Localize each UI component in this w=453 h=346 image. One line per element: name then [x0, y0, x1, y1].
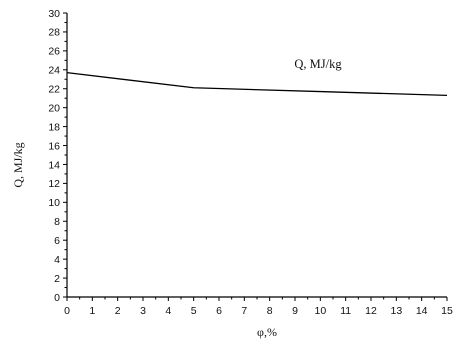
y-tick-label-4: 8 [54, 216, 60, 228]
y-tick-label-15: 30 [48, 8, 60, 20]
x-tick-label-13: 13 [390, 305, 402, 317]
y-tick-label-3: 6 [54, 235, 60, 247]
y-tick-label-10: 20 [48, 102, 60, 114]
ticks-layer: 0 1 2 3 4 5 6 7 8 9 10 11 12 13 14 15024681012141618202… [48, 8, 453, 317]
y-tick-label-7: 14 [48, 159, 60, 171]
x-tick-label-2: 2 [115, 305, 121, 317]
x-tick-label-4: 4 [165, 305, 171, 317]
y-tick-label-8: 16 [48, 140, 60, 152]
series-line-0 [66, 71, 448, 97]
x-tick-label-10: 10 [314, 305, 326, 317]
x-tick-label-6: 6 [216, 305, 222, 317]
x-tick-label-8: 8 [267, 305, 273, 317]
y-tick-label-5: 10 [48, 197, 60, 209]
x-axis-label: φ,% [257, 325, 277, 339]
x-tick-label-11: 11 [340, 305, 351, 317]
x-tick-label-15: 15 [441, 305, 453, 317]
x-tick-label-3: 3 [140, 305, 146, 317]
x-tick-label-5: 5 [191, 305, 197, 317]
y-tick-label-1: 2 [54, 273, 60, 285]
series-label: Q, MJ/kg [294, 57, 342, 71]
y-tick-label-9: 18 [48, 121, 60, 133]
y-tick-label-12: 24 [48, 65, 60, 77]
x-tick-label-12: 12 [365, 305, 377, 317]
y-tick-label-13: 26 [48, 46, 60, 58]
y-tick-label-6: 12 [48, 178, 60, 190]
y-axis-label: Q, MJ/kg [11, 142, 25, 187]
y-tick-label-2: 4 [54, 254, 60, 266]
x-tick-label-14: 14 [416, 305, 428, 317]
y-tick-label-11: 22 [48, 84, 60, 96]
y-tick-label-0: 0 [54, 292, 60, 304]
x-tick-label-0: 0 [64, 305, 70, 317]
marks-layer [66, 71, 448, 97]
x-tick-label-1: 1 [89, 305, 95, 317]
x-tick-label-7: 7 [241, 305, 247, 317]
x-tick-label-9: 9 [292, 305, 298, 317]
y-tick-label-14: 28 [48, 27, 60, 39]
